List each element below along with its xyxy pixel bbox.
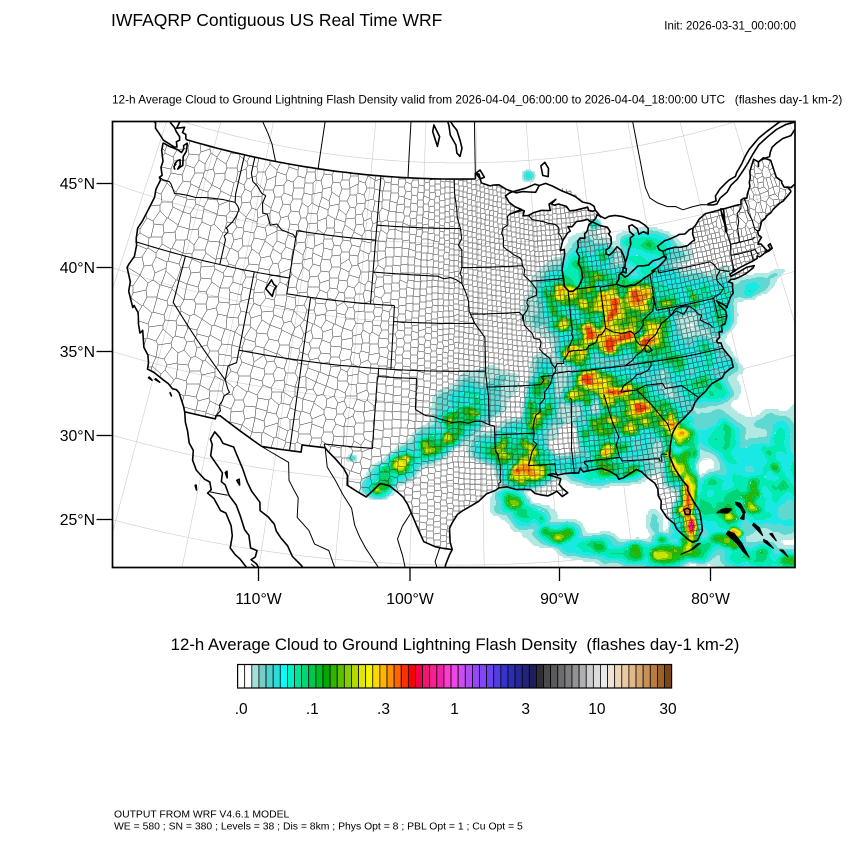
svg-text:100°W: 100°W bbox=[386, 591, 434, 608]
svg-text:30: 30 bbox=[659, 701, 677, 718]
svg-text:WE = 580 ; SN = 380 ; Levels =: WE = 580 ; SN = 380 ; Levels = 38 ; Dis … bbox=[114, 822, 523, 833]
svg-text:.3: .3 bbox=[377, 701, 390, 718]
svg-text:IWFAQRP Contiguous US Real Tim: IWFAQRP Contiguous US Real Time WRF bbox=[111, 10, 442, 30]
svg-text:OUTPUT FROM WRF V4.6.1 MODEL: OUTPUT FROM WRF V4.6.1 MODEL bbox=[114, 810, 290, 821]
svg-text:1: 1 bbox=[450, 701, 459, 718]
svg-text:3: 3 bbox=[521, 701, 530, 718]
svg-text:Init: 2026-03-31_00:00:00: Init: 2026-03-31_00:00:00 bbox=[664, 21, 796, 33]
svg-text:12-h Average Cloud to Ground L: 12-h Average Cloud to Ground Lightning F… bbox=[112, 93, 842, 107]
svg-text:.0: .0 bbox=[235, 701, 248, 718]
svg-text:10: 10 bbox=[588, 701, 606, 718]
svg-text:110°W: 110°W bbox=[235, 591, 282, 608]
svg-text:40°N: 40°N bbox=[60, 260, 95, 277]
svg-text:25°N: 25°N bbox=[60, 512, 95, 529]
svg-text:35°N: 35°N bbox=[60, 344, 95, 361]
svg-text:30°N: 30°N bbox=[60, 428, 95, 445]
svg-text:90°W: 90°W bbox=[540, 591, 579, 608]
svg-text:45°N: 45°N bbox=[60, 176, 95, 193]
svg-text:80°W: 80°W bbox=[691, 591, 730, 608]
svg-text:12-h Average Cloud to Ground L: 12-h Average Cloud to Ground Lightning F… bbox=[171, 635, 740, 654]
svg-text:.1: .1 bbox=[306, 701, 319, 718]
